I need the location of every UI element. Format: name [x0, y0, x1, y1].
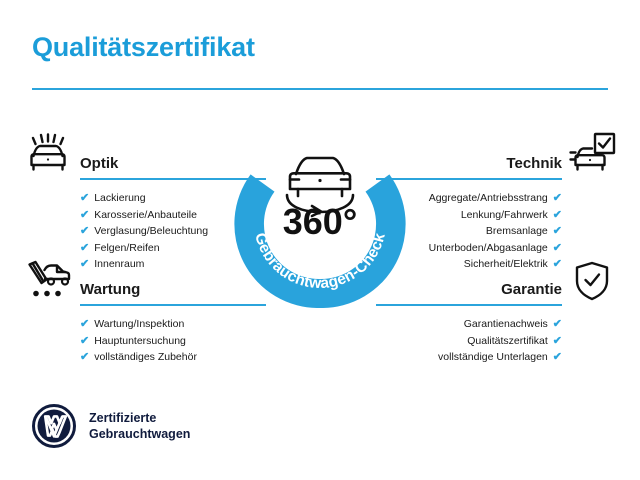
list-item-label: Karosserie/Anbauteile: [94, 208, 197, 221]
check-icon: ✔: [552, 241, 562, 254]
list-item-label: vollständiges Zubehör: [94, 351, 197, 363]
section-garantie-list: Garantienachweis ✔ Qualitätszertifikat ✔ v…: [376, 316, 562, 366]
list-item: ✔ Felgen/Reifen: [80, 240, 266, 257]
section-wartung: Wartung ✔ Wartung/Inspektion ✔ Hauptunters…: [80, 274, 266, 366]
list-item-label: Qualitätszertifikat: [467, 334, 548, 347]
list-item: Lenkung/Fahrwerk ✔: [376, 207, 562, 224]
footer-line-2: Gebrauchtwagen: [89, 427, 191, 441]
list-item: Aggregate/Antriebsstrang ✔: [376, 190, 562, 207]
section-optik: Optik ✔ Lackierung ✔ Karosserie/Anbauteile…: [80, 148, 266, 273]
list-item: ✔ Karosserie/Anbauteile: [80, 207, 266, 224]
section-technik-divider: [376, 178, 562, 180]
list-item-label: Garantienachweis: [463, 318, 548, 330]
check-icon: ✔: [552, 334, 562, 347]
list-item-label: Verglasung/Beleuchtung: [94, 225, 209, 237]
section-technik: Technik Aggregate/Antriebsstrang ✔ Lenkun…: [376, 148, 562, 273]
list-item-label: Bremsanlage: [485, 225, 548, 237]
list-item: Qualitätszertifikat ✔: [376, 333, 562, 350]
footer-text-block: Zertifizierte Gebrauchtwagen: [89, 410, 190, 442]
list-item: Bremsanlage ✔: [376, 223, 562, 240]
car-front-shine-icon: [24, 132, 72, 174]
section-technik-list: Aggregate/Antriebsstrang ✔ Lenkung/Fahrwe…: [376, 190, 562, 273]
list-item: ✔ vollständiges Zubehör: [80, 349, 266, 366]
list-item: ✔ Hauptuntersuchung: [80, 333, 266, 350]
check-icon: ✔: [552, 208, 562, 221]
service-pen-car-icon: [24, 260, 72, 302]
page-title: Qualitätszertifikat: [32, 32, 255, 62]
list-item-label: Innenraum: [94, 258, 145, 270]
check-icon: ✔: [552, 318, 562, 330]
check-icon: ✔: [80, 241, 90, 254]
section-wartung-list: ✔ Wartung/Inspektion ✔ Hauptuntersuchung ✔…: [80, 316, 266, 366]
header-divider: [32, 88, 608, 90]
list-item: ✔ Innenraum: [80, 256, 266, 273]
badge-ring: [234, 174, 406, 308]
check-icon: ✔: [552, 225, 562, 237]
section-technik-header: Technik: [376, 148, 562, 180]
footer-brand: Zertifizierte Gebrauchtwagen: [32, 404, 190, 448]
check-icon: ✔: [80, 318, 90, 330]
list-item: ✔ Lackierung: [80, 190, 266, 207]
list-item-label: Wartung/Inspektion: [94, 318, 185, 330]
check-icon: ✔: [80, 351, 90, 363]
list-item: Sicherheit/Elektrik ✔: [376, 256, 562, 273]
list-item-label: Unterboden/Abgasanlage: [428, 241, 548, 254]
section-optik-list: ✔ Lackierung ✔ Karosserie/Anbauteile ✔ Verg…: [80, 190, 266, 273]
list-item-label: Hauptuntersuchung: [94, 334, 186, 347]
section-optik-divider: [80, 178, 266, 180]
badge-center-text: 360°: [283, 201, 357, 242]
footer-line-1: Zertifizierte: [89, 411, 157, 425]
list-item-label: vollständige Unterlagen: [438, 351, 548, 363]
section-garantie: Garantie Garantienachweis ✔ Qualitätszert…: [376, 274, 562, 366]
shield-check-icon: [572, 260, 612, 302]
check-icon: ✔: [80, 208, 90, 221]
vw-logo: [32, 404, 76, 448]
list-item-label: Sicherheit/Elektrik: [463, 258, 548, 270]
section-optik-title: Optik: [80, 155, 119, 172]
check-icon: ✔: [80, 258, 90, 270]
list-item-label: Aggregate/Antriebsstrang: [428, 192, 548, 204]
section-garantie-title: Garantie: [501, 281, 562, 298]
check-icon: ✔: [552, 258, 562, 270]
section-garantie-header: Garantie: [376, 274, 562, 306]
list-item: ✔ Verglasung/Beleuchtung: [80, 223, 266, 240]
car-front-checkbox-icon: [568, 132, 616, 174]
section-wartung-header: Wartung: [80, 274, 266, 306]
check-icon: ✔: [552, 192, 562, 204]
check-icon: ✔: [80, 192, 90, 204]
check-icon: ✔: [80, 334, 90, 347]
section-garantie-divider: [376, 304, 562, 306]
car-rotate-icon: [285, 156, 355, 218]
section-technik-title: Technik: [506, 155, 562, 172]
list-item-label: Lackierung: [94, 192, 146, 204]
list-item-label: Felgen/Reifen: [94, 241, 160, 254]
section-wartung-divider: [80, 304, 266, 306]
360-check-badge: 360° Gebrauchtwagen-Check: [218, 122, 422, 308]
check-icon: ✔: [552, 351, 562, 363]
list-item: Unterboden/Abgasanlage ✔: [376, 240, 562, 257]
check-icon: ✔: [80, 225, 90, 237]
list-item: Garantienachweis ✔: [376, 316, 562, 333]
list-item-label: Lenkung/Fahrwerk: [460, 208, 548, 221]
section-wartung-title: Wartung: [80, 281, 141, 298]
section-optik-header: Optik: [80, 148, 266, 180]
list-item: ✔ Wartung/Inspektion: [80, 316, 266, 333]
list-item: vollständige Unterlagen ✔: [376, 349, 562, 366]
